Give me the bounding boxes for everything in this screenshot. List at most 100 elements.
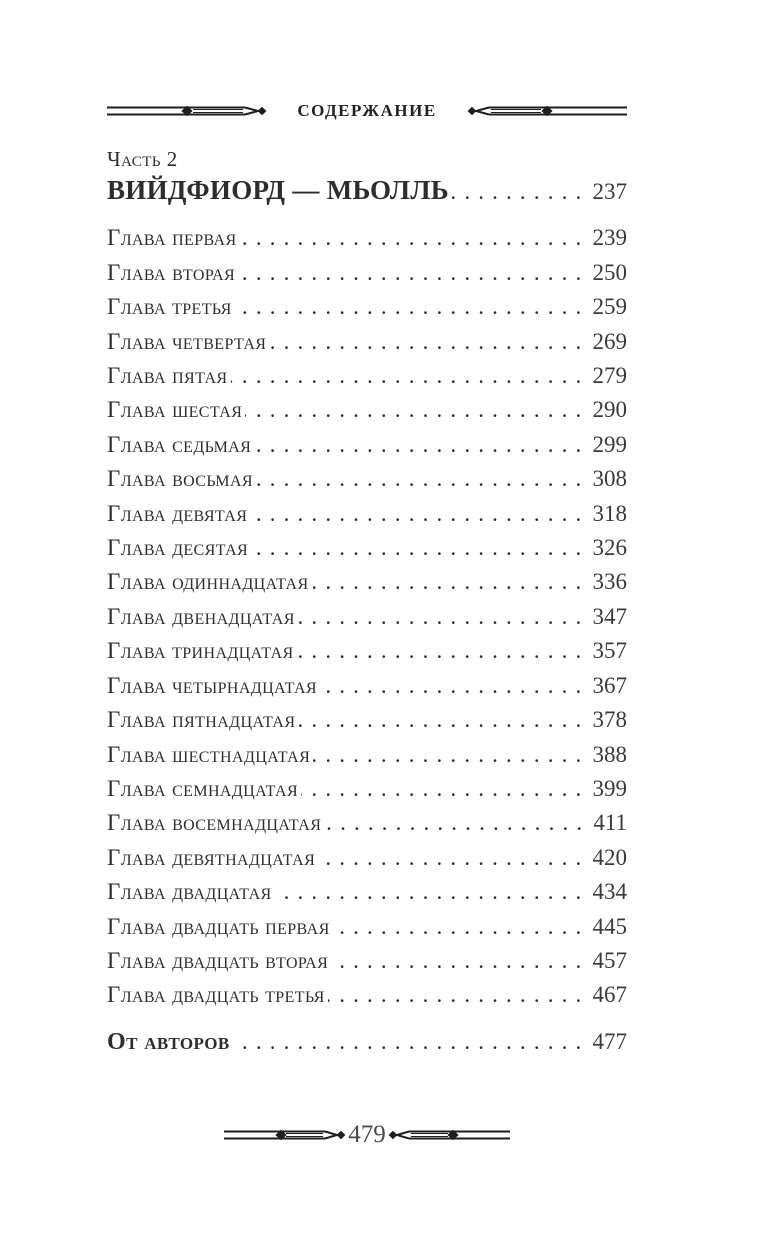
- toc-row: Глава девятнадцатая. . . . . . . . . . .…: [107, 841, 627, 875]
- page-number: 434: [592, 879, 628, 905]
- part-title: ВИЙДФИОРД — МЬОЛЛЬ: [107, 175, 449, 205]
- toc-row: Глава двадцатая. . . . . . . . . . . . .…: [107, 875, 627, 909]
- chapter-label: Глава десятая: [107, 535, 249, 561]
- dot-leader: . . . . . . . . . . . . . . . . . . . . …: [238, 259, 583, 285]
- page-number: 239: [592, 225, 628, 251]
- chapter-label: Глава третья: [107, 294, 232, 320]
- chapter-label: Глава первая: [107, 225, 237, 251]
- chapter-label: Глава четырнадцатая: [107, 672, 317, 698]
- dot-leader: . . . . . . . . . . . . . . . . . . . . …: [328, 982, 583, 1008]
- page-title: СОДЕРЖАНИЕ: [297, 101, 437, 120]
- chapter-label: Глава восемнадцатая: [107, 810, 322, 836]
- toc-row: Глава шестая. . . . . . . . . . . . . . …: [107, 393, 627, 427]
- dot-leader: . . . . . . . . . . . . . . . . . . . . …: [301, 775, 583, 801]
- chapter-label: Глава двадцать вторая: [107, 947, 329, 973]
- dot-leader: . . . . . . . . . . . . . . . . . . . . …: [331, 947, 583, 973]
- chapter-label: Глава двадцать третья: [107, 982, 325, 1008]
- dot-leader: . . . . . . . . . . . . . . . . . . . . …: [333, 913, 583, 939]
- chapter-label: Глава двенадцатая: [107, 603, 295, 629]
- back-matter-row: От авторов . . . . . . . . . . . . . . .…: [107, 1025, 627, 1059]
- page-number: 336: [592, 569, 628, 595]
- dot-leader: . . . . . . . . . . . . . . . . . . . . …: [297, 603, 583, 629]
- dot-leader: . . . . . . . . . . . . . . . . . . . . …: [255, 466, 583, 492]
- chapter-label: Глава девятая: [107, 500, 248, 526]
- page-number: 420: [592, 844, 628, 870]
- page-number: 378: [592, 707, 628, 733]
- toc-row: Глава девятая. . . . . . . . . . . . . .…: [107, 497, 627, 531]
- page-number: 477: [592, 1028, 628, 1054]
- chapter-label: Глава вторая: [107, 259, 236, 285]
- folio-number: 479: [348, 1121, 386, 1149]
- dot-leader: . . . . . . . . . . . . . . . . . . . . …: [318, 844, 583, 870]
- dot-leader: . . . . . . . . . . . . . . . . . . . . …: [233, 1028, 583, 1054]
- part-heading: Часть 2 ВИЙДФИОРД — МЬОЛЛЬ . . . . . . .…: [107, 146, 627, 209]
- dot-leader: . . . . . . . . . . . . . . . . . . . . …: [320, 672, 583, 698]
- toc-row: Глава двадцать первая. . . . . . . . . .…: [107, 910, 627, 944]
- chapter-label: Глава одиннадцатая: [107, 569, 309, 595]
- toc-row: Глава двенадцатая. . . . . . . . . . . .…: [107, 600, 627, 634]
- toc-row: Глава четвертая. . . . . . . . . . . . .…: [107, 325, 627, 359]
- chapter-label: Глава двадцать первая: [107, 913, 330, 939]
- arrow-rule-right-icon: [107, 105, 267, 117]
- chapter-label: Глава шестнадцатая: [107, 741, 311, 767]
- chapter-label: Глава семнадцатая: [107, 775, 299, 801]
- chapter-label: Глава тринадцатая: [107, 638, 294, 664]
- chapter-label: Глава девятнадцатая: [107, 844, 316, 870]
- page-number: 467: [592, 982, 628, 1008]
- page-number: 318: [592, 500, 628, 526]
- page-number: 290: [592, 397, 628, 423]
- dot-leader: . . . . . . . . . . . . . . . . . . . . …: [231, 363, 583, 389]
- dot-leader: . . . . . . . . . . . . . . . . . . . . …: [275, 879, 583, 905]
- toc-row: Глава двадцать вторая. . . . . . . . . .…: [107, 944, 627, 978]
- dot-leader: . . . . . . . . . . . . . . . . . . . . …: [251, 535, 583, 561]
- page-number: 399: [592, 775, 628, 801]
- page-number: 237: [592, 179, 628, 204]
- part-title-row: ВИЙДФИОРД — МЬОЛЛЬ . . . . . . . . . . .…: [107, 173, 627, 209]
- chapter-label: Глава шестая: [107, 397, 243, 423]
- dot-leader: . . . . . . . . . . . . . . . . . . . . …: [324, 810, 584, 836]
- chapter-list: Глава первая. . . . . . . . . . . . . . …: [107, 221, 627, 1012]
- chapter-label: Глава седьмая: [107, 431, 252, 457]
- page-number: 269: [592, 328, 628, 354]
- dot-leader: . . . . . . . . . . . . . . . . . . . . …: [235, 294, 583, 320]
- page-number: 457: [592, 947, 628, 973]
- toc-row: Глава первая. . . . . . . . . . . . . . …: [107, 221, 627, 255]
- toc-row: Глава одиннадцатая. . . . . . . . . . . …: [107, 565, 627, 599]
- chapter-label: Глава восьмая: [107, 466, 253, 492]
- dot-leader: . . . . . . . . . . . . . . . . . . . . …: [298, 707, 583, 733]
- page-number: 388: [592, 741, 628, 767]
- page-number: 259: [592, 294, 628, 320]
- chapter-label: Глава четвертая: [107, 328, 267, 354]
- dot-leader: . . . . . . . . . . . . . . . . . . . . …: [311, 569, 583, 595]
- page-number: 279: [592, 363, 628, 389]
- arrow-rule-left-icon: [388, 1129, 510, 1141]
- page-number: 299: [592, 431, 628, 457]
- toc-row: Глава седьмая. . . . . . . . . . . . . .…: [107, 428, 627, 462]
- page-number: 250: [592, 259, 628, 285]
- arrow-rule-right-icon: [224, 1129, 346, 1141]
- dot-leader: . . . . . . . . . . . . . . . . . . . . …: [250, 500, 583, 526]
- toc-row: Глава восьмая. . . . . . . . . . . . . .…: [107, 462, 627, 496]
- toc-row: Глава восемнадцатая. . . . . . . . . . .…: [107, 806, 627, 840]
- dot-leader: . . . . . . . . . . . . . . . . . . . . …: [245, 397, 583, 423]
- page-number: 308: [592, 466, 628, 492]
- toc-row: Глава пятнадцатая. . . . . . . . . . . .…: [107, 703, 627, 737]
- dot-leader: . . . . . . . . . . . . . . . . . . . . …: [452, 179, 583, 204]
- toc-row: Глава тринадцатая. . . . . . . . . . . .…: [107, 634, 627, 668]
- page-number: 347: [592, 603, 628, 629]
- dot-leader: . . . . . . . . . . . . . . . . . . . . …: [313, 741, 583, 767]
- toc-row: Глава десятая. . . . . . . . . . . . . .…: [107, 531, 627, 565]
- toc-row: Глава шестнадцатая. . . . . . . . . . . …: [107, 738, 627, 772]
- page-number: 357: [592, 638, 628, 664]
- dot-leader: . . . . . . . . . . . . . . . . . . . . …: [240, 225, 583, 251]
- toc-row: Глава четырнадцатая. . . . . . . . . . .…: [107, 669, 627, 703]
- page-number: 326: [592, 535, 628, 561]
- chapter-label: Глава двадцатая: [107, 879, 272, 905]
- toc-row: Глава третья. . . . . . . . . . . . . . …: [107, 290, 627, 324]
- toc-row: Глава вторая. . . . . . . . . . . . . . …: [107, 256, 627, 290]
- back-matter-label: От авторов: [107, 1028, 230, 1055]
- dot-leader: . . . . . . . . . . . . . . . . . . . . …: [297, 638, 583, 664]
- dot-leader: . . . . . . . . . . . . . . . . . . . . …: [254, 431, 583, 457]
- dot-leader: . . . . . . . . . . . . . . . . . . . . …: [269, 328, 583, 354]
- page-number: 445: [592, 913, 628, 939]
